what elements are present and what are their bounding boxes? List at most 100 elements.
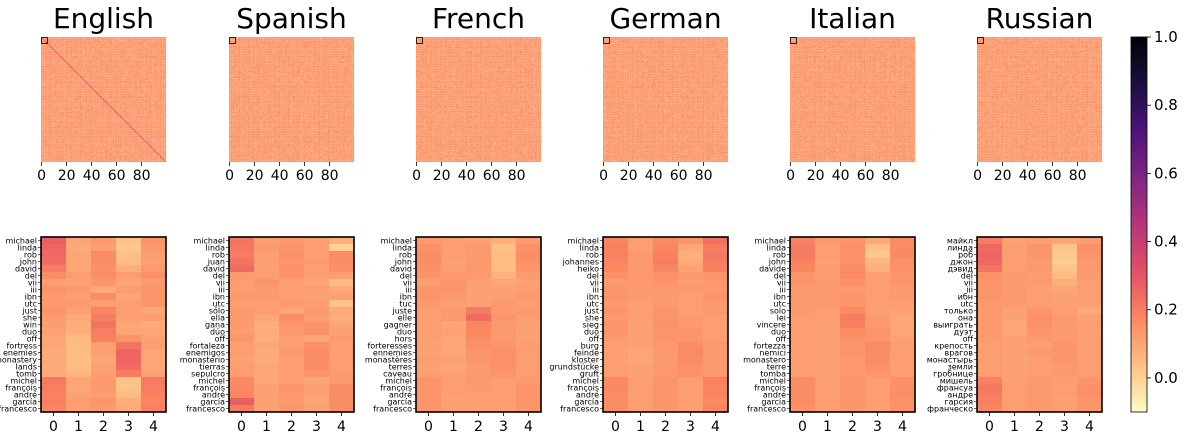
matrix-cell: [76, 38, 77, 39]
matrix-cell: [51, 43, 52, 44]
matrix-cell: [109, 40, 110, 41]
matrix-cell: [162, 38, 163, 39]
matrix-cell: [127, 40, 128, 41]
matrix-cell: [130, 38, 131, 39]
matrix-cell: [119, 42, 120, 43]
matrix-cell: [70, 40, 71, 41]
matrix-cell: [132, 43, 133, 44]
matrix-cell: [79, 41, 80, 42]
matrix-cell: [139, 37, 140, 38]
matrix-cell: [86, 41, 87, 42]
matrix-cell: [111, 41, 112, 42]
matrix-cell: [49, 45, 50, 46]
matrix-cell: [69, 43, 70, 44]
matrix-cell: [64, 45, 65, 46]
matrix-cell: [69, 46, 70, 47]
matrix-cell: [126, 40, 127, 41]
matrix-cell: [96, 45, 97, 46]
matrix-cell: [139, 43, 140, 44]
matrix-cell: [54, 45, 55, 46]
matrix-cell: [144, 45, 145, 46]
matrix-cell: [101, 37, 102, 38]
matrix-cell: [104, 40, 105, 41]
matrix-cell: [126, 37, 127, 38]
matrix-cell: [155, 38, 156, 39]
matrix-cell: [106, 37, 107, 38]
matrix-cell: [79, 43, 80, 44]
matrix-cell: [52, 40, 53, 41]
matrix-cell: [145, 42, 146, 43]
matrix-cell: [56, 45, 57, 46]
matrix-cell: [44, 46, 45, 47]
matrix-cell: [160, 40, 161, 41]
matrix-cell: [124, 42, 125, 43]
matrix-cell: [49, 43, 50, 44]
matrix-cell: [100, 37, 101, 38]
matrix-cell: [95, 41, 96, 42]
matrix-cell: [115, 40, 116, 41]
matrix-cell: [142, 42, 143, 43]
matrix-cell: [147, 42, 148, 43]
matrix-cell: [77, 43, 78, 44]
matrix-cell: [125, 43, 126, 44]
matrix-cell: [155, 43, 156, 44]
matrix-cell: [142, 41, 143, 42]
matrix-cell: [159, 43, 160, 44]
matrix-cell: [135, 42, 136, 43]
matrix-cell: [85, 38, 86, 39]
matrix-cell: [61, 45, 62, 46]
matrix-cell: [154, 37, 155, 38]
matrix-cell: [135, 43, 136, 44]
matrix-cell: [155, 40, 156, 41]
matrix-cell: [151, 43, 152, 44]
matrix-cell: [81, 45, 82, 46]
matrix-cell: [62, 45, 63, 46]
matrix-cell: [64, 37, 65, 38]
matrix-cell: [59, 42, 60, 43]
matrix-cell: [104, 37, 105, 38]
matrix-cell: [71, 37, 72, 38]
matrix-cell: [94, 45, 95, 46]
matrix-cell: [44, 40, 45, 41]
matrix-cell: [106, 38, 107, 39]
matrix-cell: [161, 42, 162, 43]
matrix-cell: [46, 46, 47, 47]
matrix-cell: [79, 40, 80, 41]
matrix-cell: [76, 45, 77, 46]
matrix-cell: [94, 42, 95, 43]
matrix-cell: [126, 45, 127, 46]
matrix-cell: [87, 37, 88, 38]
matrix-cell: [132, 41, 133, 42]
matrix-cell: [75, 43, 76, 44]
matrix-cell: [99, 41, 100, 42]
matrix-cell: [112, 37, 113, 38]
matrix-cell: [50, 42, 51, 43]
matrix-cell: [136, 37, 137, 38]
matrix-cell: [62, 43, 63, 44]
matrix-cell: [124, 45, 125, 46]
matrix-cell: [74, 38, 75, 39]
matrix-cell: [131, 45, 132, 46]
matrix-cell: [75, 38, 76, 39]
matrix-cell: [65, 42, 66, 43]
matrix-cell: [81, 38, 82, 39]
matrix-cell: [96, 40, 97, 41]
matrix-cell: [155, 37, 156, 38]
matrix-cell: [101, 41, 102, 42]
matrix-cell: [141, 38, 142, 39]
matrix-cell: [134, 41, 135, 42]
matrix-cell: [151, 37, 152, 38]
matrix-cell: [105, 45, 106, 46]
matrix-cell: [152, 38, 153, 39]
matrix-cell: [100, 41, 101, 42]
matrix-cell: [124, 37, 125, 38]
matrix-cell: [62, 37, 63, 38]
matrix-cell: [59, 43, 60, 44]
matrix-cell: [85, 42, 86, 43]
matrix-cell: [149, 42, 150, 43]
matrix-cell: [75, 42, 76, 43]
matrix-cell: [45, 41, 46, 42]
matrix-cell: [42, 46, 43, 47]
matrix-cell: [135, 38, 136, 39]
matrix-cell: [56, 42, 57, 43]
